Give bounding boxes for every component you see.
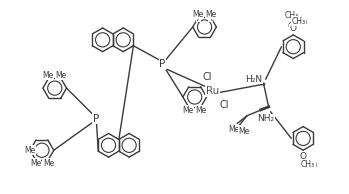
Text: Ru: Ru <box>206 86 219 96</box>
Text: P: P <box>93 114 99 124</box>
Text: Cl: Cl <box>220 100 229 110</box>
Text: CH₃: CH₃ <box>304 159 318 169</box>
Text: Cl: Cl <box>203 72 212 82</box>
Text: Me: Me <box>43 71 54 80</box>
Text: Me: Me <box>55 71 67 80</box>
Text: O: O <box>288 22 295 30</box>
Text: CH₃: CH₃ <box>284 11 298 20</box>
Text: H₂N: H₂N <box>245 75 262 84</box>
Text: O: O <box>290 24 297 34</box>
Text: \: \ <box>209 12 212 22</box>
Text: CH₃: CH₃ <box>294 17 308 26</box>
Text: O: O <box>290 23 297 33</box>
Text: Me: Me <box>43 159 54 168</box>
Text: Me: Me <box>195 106 207 114</box>
Text: Me: Me <box>238 127 250 136</box>
Text: CH₃: CH₃ <box>301 159 315 169</box>
Text: Me: Me <box>192 10 204 18</box>
Text: Me: Me <box>30 159 41 168</box>
Text: Me: Me <box>206 10 217 18</box>
Text: NH₂: NH₂ <box>257 114 274 123</box>
Text: P: P <box>159 60 165 69</box>
Text: CH₃: CH₃ <box>291 17 305 26</box>
Text: /: / <box>197 12 201 22</box>
Text: Me: Me <box>229 125 240 134</box>
Text: Me: Me <box>24 146 36 155</box>
Text: O: O <box>300 152 307 161</box>
Text: Me: Me <box>183 106 194 114</box>
Text: O: O <box>300 153 306 162</box>
